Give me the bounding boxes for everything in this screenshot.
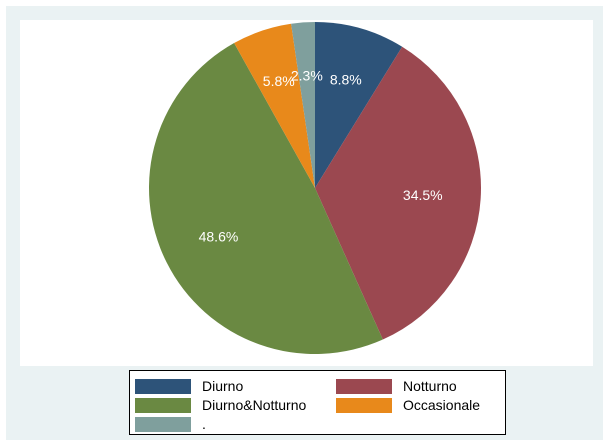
slice-label-missing: 2.3% xyxy=(291,67,323,83)
pie-slice-missing xyxy=(291,22,315,188)
legend-item-diurno: Diurno xyxy=(135,377,243,395)
slice-label-diurno-notturno: 48.6% xyxy=(199,228,239,244)
legend-item-notturno: Notturno xyxy=(336,377,457,395)
plot-region: 8.8% 34.5% 48.6% 5.8% 2.3% xyxy=(20,20,593,366)
slice-label-occasionale: 5.8% xyxy=(263,73,295,89)
slice-label-diurno: 8.8% xyxy=(330,71,362,87)
legend-swatch-occasionale xyxy=(336,397,392,413)
pie-slice-occasionale xyxy=(234,23,315,189)
legend-label-notturno: Notturno xyxy=(403,378,457,394)
legend-label-diurno-notturno: Diurno&Notturno xyxy=(202,397,307,413)
legend-item-missing: . xyxy=(135,415,206,433)
legend-swatch-diurno xyxy=(135,378,191,394)
legend-swatch-diurno-notturno xyxy=(135,397,191,413)
legend-label-missing: . xyxy=(202,416,206,432)
legend-label-diurno: Diurno xyxy=(202,378,244,394)
slice-label-notturno: 34.5% xyxy=(403,187,443,203)
legend-swatch-missing xyxy=(135,416,191,432)
legend-item-diurno-notturno: Diurno&Notturno xyxy=(135,396,306,414)
chart-frame: 8.8% 34.5% 48.6% 5.8% 2.3% Diurno Notturno D… xyxy=(6,6,603,440)
pie-slice-diurno xyxy=(315,22,403,188)
legend-swatch-notturno xyxy=(336,378,392,394)
pie-slice-diurno-notturno xyxy=(149,43,383,354)
legend-label-occasionale: Occasionale xyxy=(403,397,481,413)
pie-slice-notturno xyxy=(315,46,481,340)
pie-chart: 8.8% 34.5% 48.6% 5.8%2.3% xyxy=(149,22,481,354)
legend-item-occasionale: Occasionale xyxy=(336,396,480,414)
legend: Diurno Notturno Diurno&Notturno Occasion… xyxy=(129,370,506,435)
